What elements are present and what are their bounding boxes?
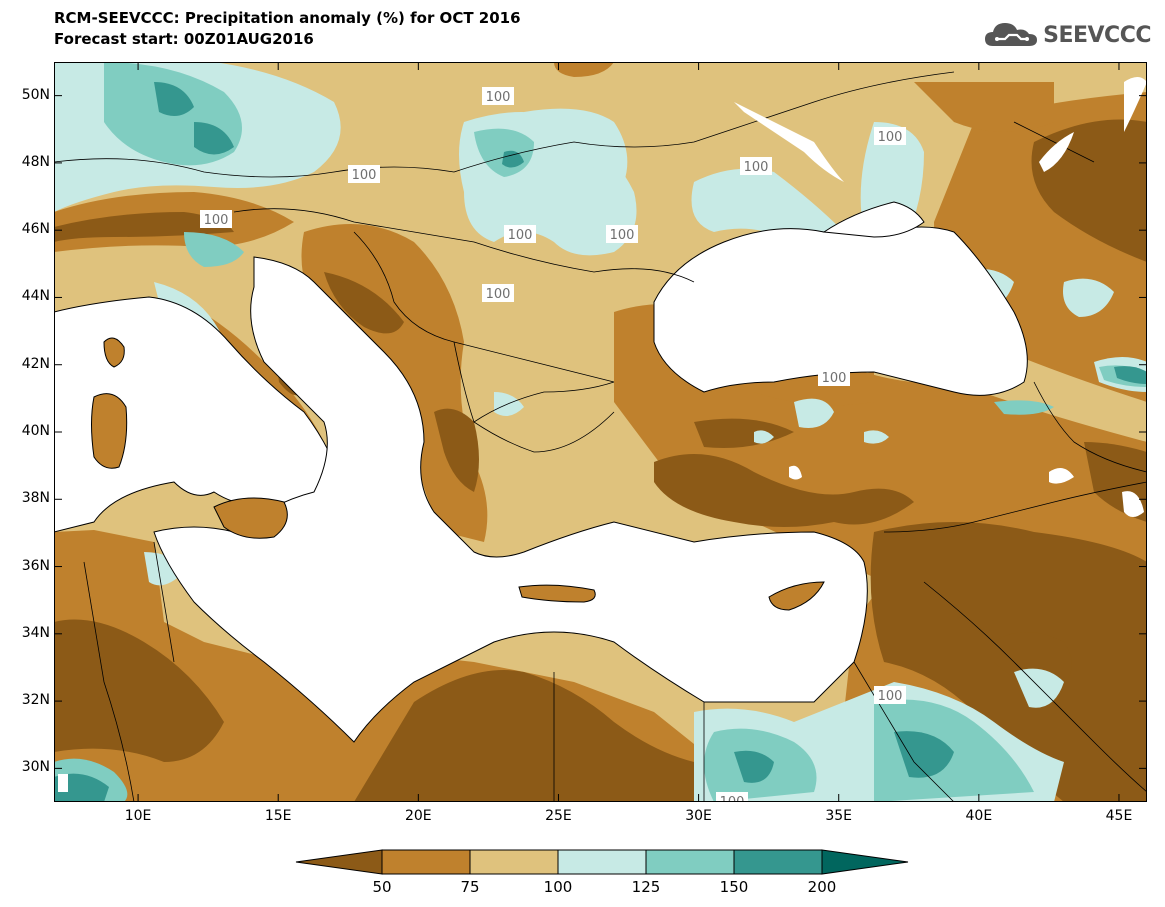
lon-label: 20E xyxy=(404,808,432,824)
colorbar-bin xyxy=(469,849,559,875)
lat-label: 46N xyxy=(21,221,50,238)
colorbar-tick-label: 50 xyxy=(372,878,391,896)
lon-label: 35E xyxy=(825,808,853,824)
lat-label: 38N xyxy=(21,490,50,507)
svg-text:100: 100 xyxy=(486,287,511,302)
colorbar-tick-label: 100 xyxy=(544,878,573,896)
cloud-icon xyxy=(985,23,1038,46)
svg-text:100: 100 xyxy=(204,213,229,228)
lon-label: 15E xyxy=(264,808,292,824)
colorbar-bin xyxy=(381,849,471,875)
colorbar-bin-above xyxy=(821,849,909,875)
sicily xyxy=(213,497,288,539)
svg-text:100: 100 xyxy=(744,160,769,175)
mediterranean-sea xyxy=(153,256,868,743)
colorbar: 50 75 100 125 150 200 xyxy=(295,849,909,896)
colorbar-bin xyxy=(645,849,735,875)
sardinia xyxy=(91,393,128,469)
svg-text:100: 100 xyxy=(878,689,903,704)
lat-label: 36N xyxy=(21,557,50,574)
map-panel: 100 100 100 100 100 100 100 100 100 100 … xyxy=(54,62,1147,802)
map-svg: 100 100 100 100 100 100 100 100 100 100 … xyxy=(54,62,1147,802)
svg-text:100: 100 xyxy=(822,371,847,386)
missing-data-patches xyxy=(58,77,1147,792)
colorbar-tick-label: 200 xyxy=(808,878,837,896)
logo-text: SEEVCCC xyxy=(1043,22,1151,48)
contour-label: 100 xyxy=(716,792,748,802)
sea-of-azov xyxy=(822,201,925,238)
svg-text:100: 100 xyxy=(352,168,377,183)
crete xyxy=(518,584,596,603)
contour-label: 100 xyxy=(504,225,536,243)
svg-text:100: 100 xyxy=(508,228,533,243)
colorbar-bins xyxy=(295,849,909,875)
title-block: RCM-SEEVCCC: Precipitation anomaly (%) f… xyxy=(54,8,521,50)
colorbar-tick-label: 75 xyxy=(460,878,479,896)
seevccc-logo: SEEVCCC xyxy=(983,20,1151,50)
lat-label: 40N xyxy=(21,423,50,439)
lat-label: 30N xyxy=(21,759,50,776)
contour-label: 100 xyxy=(606,225,638,243)
map-title: RCM-SEEVCCC: Precipitation anomaly (%) f… xyxy=(54,9,521,27)
lat-label: 32N xyxy=(21,692,50,709)
contour-label: 100 xyxy=(348,165,380,183)
lat-label: 42N xyxy=(21,355,50,372)
lat-label: 44N xyxy=(21,288,50,305)
black-sea xyxy=(653,226,1028,396)
colorbar-bin-below xyxy=(295,849,383,875)
contour-labels: 100 100 100 100 100 100 100 100 100 100 … xyxy=(200,87,906,802)
lon-label: 30E xyxy=(685,808,712,824)
colorbar-tick-labels: 50 75 100 125 150 200 xyxy=(372,878,836,896)
colorbar-tick-label: 150 xyxy=(720,878,749,896)
contour-label: 100 xyxy=(874,686,906,704)
contour-label: 100 xyxy=(200,210,232,228)
svg-text:100: 100 xyxy=(610,228,635,243)
map-subtitle: Forecast start: 00Z01AUG2016 xyxy=(54,30,314,48)
svg-text:100: 100 xyxy=(878,130,903,145)
svg-text:100: 100 xyxy=(720,795,745,802)
lat-label: 50N xyxy=(21,86,50,103)
cyprus xyxy=(768,581,825,611)
lon-label: 25E xyxy=(545,808,572,824)
islands xyxy=(91,337,825,611)
country-borders xyxy=(54,71,1147,802)
lon-label: 10E xyxy=(124,808,152,824)
sea-mask xyxy=(54,201,1028,743)
colorbar-bin xyxy=(557,849,647,875)
svg-text:100: 100 xyxy=(486,90,511,105)
contour-label: 100 xyxy=(818,368,850,386)
corsica xyxy=(103,337,125,368)
lon-label: 45E xyxy=(1105,808,1133,824)
lat-label: 48N xyxy=(21,153,50,170)
contour-label: 100 xyxy=(482,87,514,105)
wet-areas-150-200 xyxy=(54,82,1147,802)
contour-label: 100 xyxy=(874,127,906,145)
lon-label: 40E xyxy=(965,808,993,824)
contour-label: 100 xyxy=(740,157,772,175)
lat-label: 34N xyxy=(21,624,50,641)
colorbar-tick-label: 125 xyxy=(632,878,661,896)
colorbar-bin xyxy=(733,849,823,875)
contour-label: 100 xyxy=(482,284,514,302)
axis-ticks xyxy=(54,62,1147,802)
